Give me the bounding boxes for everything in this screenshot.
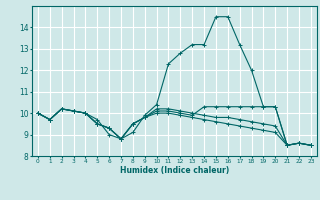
X-axis label: Humidex (Indice chaleur): Humidex (Indice chaleur) — [120, 166, 229, 175]
